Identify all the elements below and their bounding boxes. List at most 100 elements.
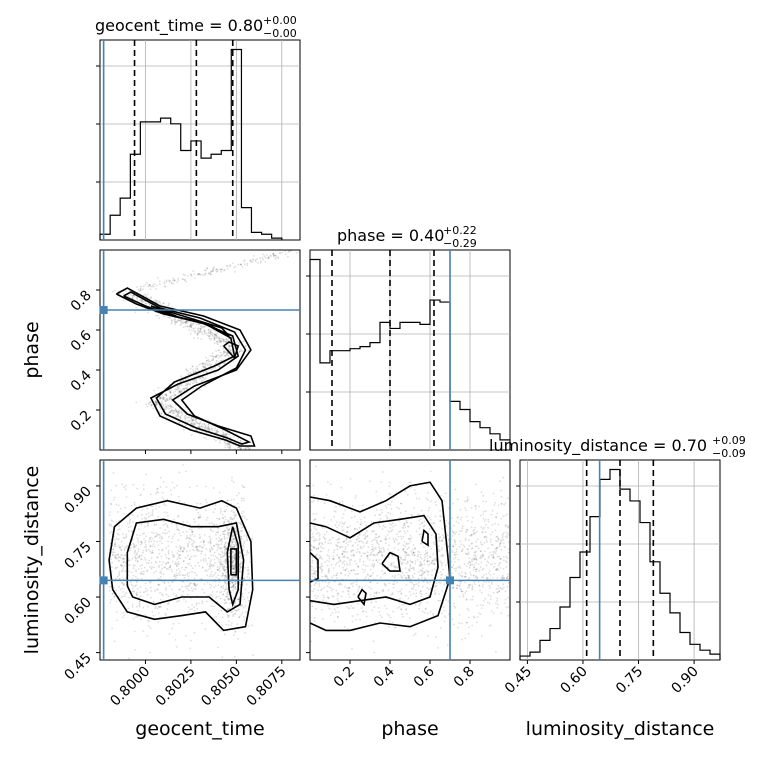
sample-point-phase-distance <box>400 558 403 561</box>
sample-point-phase-distance <box>499 539 502 542</box>
sample-point-geocent-distance <box>187 610 190 613</box>
sample-point-geocent-phase <box>185 280 188 283</box>
sample-point-phase-distance <box>451 535 454 537</box>
sample-point-geocent-distance <box>224 575 227 578</box>
sample-point-geocent-phase <box>183 415 186 418</box>
sample-point-geocent-phase <box>252 255 255 257</box>
sample-point-geocent-distance <box>168 584 171 587</box>
sample-point-geocent-distance <box>175 572 178 574</box>
sample-point-geocent-phase <box>181 278 184 281</box>
sample-point-geocent-phase <box>220 268 223 271</box>
sample-point-geocent-distance <box>232 589 235 592</box>
sample-point-geocent-distance <box>110 598 112 601</box>
sample-point-geocent-phase <box>163 414 165 417</box>
sample-point-geocent-phase <box>190 416 193 419</box>
sample-point-phase-distance <box>342 541 345 543</box>
sample-point-geocent-distance <box>219 597 222 600</box>
sample-point-geocent-distance <box>123 564 126 567</box>
sample-point-phase-distance <box>389 481 391 484</box>
sample-point-phase-distance <box>469 564 472 566</box>
sample-point-phase-distance <box>508 533 511 536</box>
sample-point-geocent-phase <box>236 446 239 449</box>
sample-point-phase-distance <box>497 537 500 540</box>
sample-point-phase-distance <box>484 558 486 561</box>
sample-point-geocent-distance <box>171 560 174 563</box>
sample-point-phase-distance <box>324 575 327 577</box>
sample-point-geocent-distance <box>231 550 234 553</box>
sample-point-geocent-distance <box>217 530 220 533</box>
sample-point-phase-distance <box>343 555 346 557</box>
sample-point-geocent-phase <box>200 325 203 327</box>
sample-point-geocent-distance <box>175 574 178 577</box>
sample-point-geocent-distance <box>211 547 213 550</box>
sample-point-geocent-phase <box>159 396 162 399</box>
sample-point-geocent-phase <box>165 405 167 408</box>
sample-point-phase-distance <box>507 614 510 617</box>
sample-point-geocent-phase <box>192 418 195 421</box>
sample-point-geocent-phase <box>215 359 218 362</box>
sample-point-phase-distance <box>471 533 473 536</box>
sample-point-geocent-distance <box>159 598 162 601</box>
xtick-label-phase-3: 0.8 <box>451 664 478 691</box>
sample-point-phase-distance <box>395 491 398 494</box>
sample-point-phase-distance <box>412 583 415 586</box>
sample-point-geocent-phase <box>185 384 188 386</box>
sample-point-phase-distance <box>388 625 390 628</box>
sample-point-phase-distance <box>437 545 440 547</box>
sample-point-geocent-distance <box>200 552 202 555</box>
sample-point-phase-distance <box>420 542 423 545</box>
sample-point-phase-distance <box>495 549 498 552</box>
sample-point-geocent-distance <box>153 540 156 543</box>
sample-point-geocent-distance <box>183 560 185 563</box>
sample-point-geocent-distance <box>234 557 236 560</box>
sample-point-geocent-phase <box>272 253 274 256</box>
sample-point-geocent-distance <box>247 566 250 569</box>
sample-point-geocent-distance <box>152 601 155 604</box>
sample-point-geocent-distance <box>159 591 161 594</box>
sample-point-phase-distance <box>366 551 369 554</box>
sample-point-geocent-phase <box>216 341 219 343</box>
sample-point-phase-distance <box>495 516 498 519</box>
sample-point-phase-distance <box>403 559 406 561</box>
sample-point-phase-distance <box>319 567 322 569</box>
sample-point-geocent-phase <box>223 350 226 353</box>
sample-point-phase-distance <box>479 589 481 592</box>
sample-point-phase-distance <box>315 513 318 515</box>
sample-point-phase-distance <box>474 551 477 554</box>
sample-point-geocent-distance <box>144 590 147 593</box>
sample-point-phase-distance <box>489 595 492 598</box>
sample-point-phase-distance <box>388 544 390 547</box>
sample-point-geocent-phase <box>160 397 163 400</box>
sample-point-geocent-phase <box>217 361 220 363</box>
sample-point-geocent-phase <box>227 354 230 357</box>
sample-point-phase-distance <box>378 546 380 548</box>
sample-point-phase-distance <box>316 553 318 556</box>
sample-point-geocent-distance <box>233 568 236 571</box>
sample-point-phase-distance <box>349 559 351 562</box>
sample-point-geocent-phase <box>214 427 217 429</box>
sample-point-geocent-distance <box>203 591 206 594</box>
sample-point-geocent-distance <box>159 534 161 536</box>
sample-point-phase-distance <box>427 498 429 501</box>
sample-point-geocent-phase <box>216 270 219 273</box>
sample-point-geocent-phase <box>204 428 207 431</box>
sample-point-phase-distance <box>405 594 407 597</box>
sample-point-geocent-distance <box>251 537 253 540</box>
sample-point-geocent-phase <box>181 322 184 324</box>
sample-point-geocent-distance <box>218 578 220 580</box>
sample-point-geocent-distance <box>121 570 123 573</box>
sample-point-phase-distance <box>387 556 390 559</box>
sample-point-geocent-distance <box>247 569 249 571</box>
sample-point-geocent-distance <box>230 539 233 542</box>
sample-point-geocent-distance <box>189 608 192 611</box>
sample-point-geocent-phase <box>187 420 189 422</box>
sample-point-phase-distance <box>372 640 375 643</box>
sample-point-geocent-phase <box>240 350 243 352</box>
sample-point-geocent-phase <box>206 359 209 362</box>
sample-point-phase-distance <box>319 545 322 548</box>
sample-point-phase-distance <box>320 609 323 611</box>
sample-point-geocent-phase <box>202 425 205 428</box>
sample-point-geocent-distance <box>235 544 238 547</box>
sample-point-phase-distance <box>389 616 392 619</box>
sample-point-geocent-phase <box>184 384 187 387</box>
